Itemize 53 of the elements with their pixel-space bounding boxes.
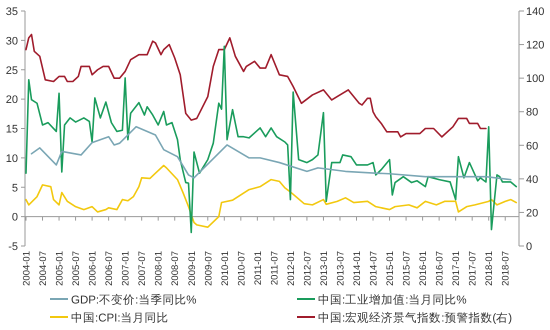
x-tick-label: 2006-01 <box>88 251 99 286</box>
x-tick-label: 2011-01 <box>252 251 264 286</box>
x-tick-label: 2005-01 <box>54 251 66 286</box>
x-tick-label: 2015-07 <box>402 251 413 286</box>
legend-label: 中国:工业增加值:当月同比% <box>318 294 467 306</box>
x-tick-label: 2014-07 <box>368 251 380 286</box>
y-tick-label: 5 <box>12 182 18 194</box>
x-tick-label: 2018-01 <box>484 251 496 286</box>
y-tick-label: 15 <box>6 124 18 136</box>
x-tick-label: 2005-07 <box>71 251 82 286</box>
x-tick-label: 2013-01 <box>318 251 330 286</box>
y-tick-label: 10 <box>6 152 18 165</box>
y2-tick-label: 80 <box>526 106 538 119</box>
x-tick-label: 2011-07 <box>269 251 280 286</box>
x-tick-label: 2015-01 <box>385 251 396 286</box>
line-series <box>25 34 487 138</box>
x-tick-label: 2010-07 <box>236 251 248 286</box>
y-tick-label: 20 <box>6 94 18 106</box>
x-tick-label: 2009-07 <box>203 251 214 286</box>
y2-tick-label: 140 <box>526 6 544 18</box>
x-tick-label: 2012-01 <box>286 251 297 286</box>
legend-label: GDP:不变价:当季同比% <box>71 292 197 306</box>
x-tick-label: 2007-07 <box>137 251 148 286</box>
x-tick-label: 2016-07 <box>434 251 446 286</box>
x-tick-label: 2006-07 <box>104 251 116 286</box>
legend-label: 中国:CPI:当月同比 <box>71 312 169 324</box>
y2-tick-label: 0 <box>526 241 532 253</box>
y-tick-label: 35 <box>6 6 18 18</box>
x-tick-label: 2017-01 <box>451 251 462 286</box>
y-tick-label: 30 <box>6 35 18 48</box>
y-tick-label: -5 <box>8 241 18 253</box>
x-tick-label: 2007-01 <box>120 251 132 286</box>
x-tick-label: 2018-07 <box>500 251 512 286</box>
y2-tick-label: 120 <box>526 40 544 52</box>
y2-tick-label: 20 <box>526 207 538 220</box>
x-tick-label: 2004-07 <box>38 251 50 286</box>
legend-label: 中国:宏观经济景气指数:预警指数(右) <box>318 310 512 324</box>
x-tick-label: 2004-01 <box>22 251 32 286</box>
x-tick-label: 2016-01 <box>418 251 430 286</box>
x-tick-label: 2013-07 <box>335 251 346 286</box>
x-tick-label: 2012-07 <box>302 251 314 286</box>
y2-tick-label: 100 <box>526 73 544 86</box>
x-tick-label: 2009-01 <box>186 251 198 286</box>
x-tick-label: 2014-01 <box>352 251 364 286</box>
x-tick-label: 2008-07 <box>170 251 182 286</box>
x-tick-label: 2017-07 <box>468 251 479 286</box>
y2-tick-label: 60 <box>526 140 538 152</box>
y2-tick-label: 40 <box>526 174 538 186</box>
line-series <box>30 126 512 180</box>
y-tick-label: 25 <box>6 64 18 77</box>
x-tick-label: 2008-01 <box>154 251 165 286</box>
x-tick-label: 2010-01 <box>220 251 231 286</box>
y-tick-label: 0 <box>12 212 18 224</box>
